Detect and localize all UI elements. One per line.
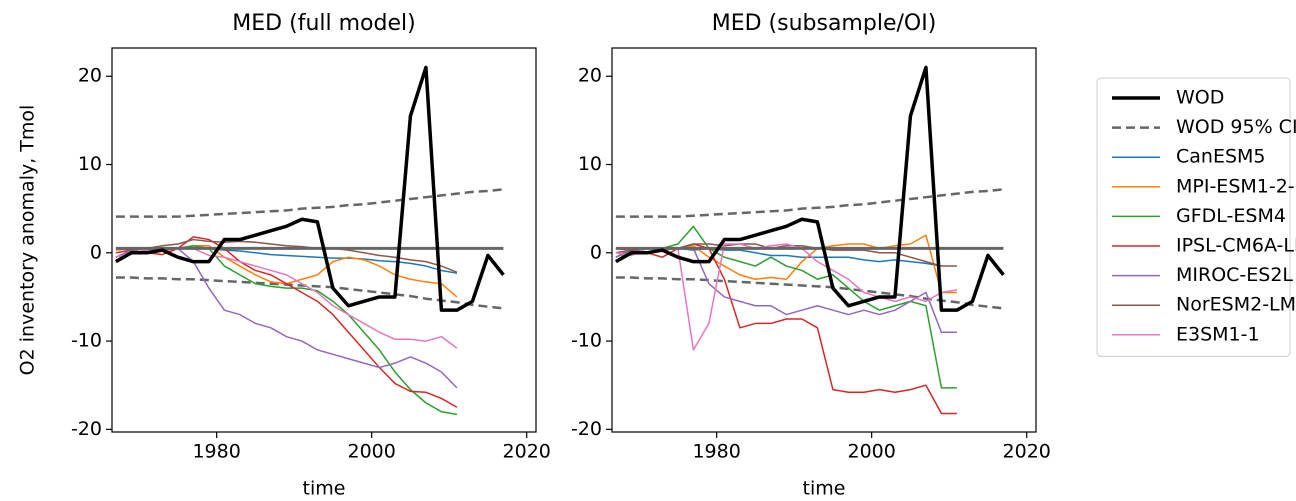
y-tick-label: 20 — [578, 65, 602, 87]
x-tick-label: 1980 — [692, 441, 740, 463]
series-line — [115, 187, 504, 218]
y-tick-label: -20 — [571, 418, 602, 440]
x-tick-label: 2000 — [347, 441, 395, 463]
legend-label: MPI-ESM1-2-LR — [1176, 175, 1296, 197]
x-axis-label: time — [303, 478, 346, 500]
legend-label: WOD 95% CI — [1176, 116, 1296, 138]
legend-label: GFDL-ESM4 — [1176, 205, 1286, 227]
series-line — [615, 187, 1004, 218]
legend-box — [1096, 77, 1291, 357]
legend-label: WOD — [1176, 87, 1224, 109]
y-tick-label: 10 — [78, 153, 102, 175]
y-tick-label: 0 — [90, 241, 102, 263]
x-tick-label: 2000 — [847, 441, 895, 463]
x-tick-label: 2020 — [503, 441, 551, 463]
series-line — [615, 225, 957, 389]
chart-title: MED (subsample/OI) — [712, 11, 937, 36]
plot-frame — [611, 47, 1037, 433]
plot-frame — [111, 47, 537, 433]
series-line — [615, 65, 1005, 312]
series-line — [615, 276, 1004, 310]
x-axis-label: time — [803, 478, 846, 500]
x-tick-label: 2020 — [1003, 441, 1051, 463]
series-line — [115, 65, 505, 312]
series-line — [115, 276, 504, 310]
y-tick-label: 10 — [578, 153, 602, 175]
legend-label: E3SM1-1 — [1176, 323, 1260, 345]
series-line — [615, 243, 957, 415]
x-tick-label: 1980 — [192, 441, 240, 463]
series-line — [115, 238, 458, 273]
y-tick-label: 20 — [78, 65, 102, 87]
y-axis-label: O2 inventory anomaly, Tmol — [17, 105, 39, 376]
y-tick-label: 0 — [590, 241, 602, 263]
series-line — [115, 236, 458, 408]
y-tick-label: -20 — [71, 418, 102, 440]
series-line — [115, 247, 458, 389]
y-tick-label: -10 — [71, 330, 102, 352]
y-tick-label: -10 — [571, 330, 602, 352]
legend-label: NorESM2-LM — [1176, 294, 1296, 316]
legend-label: MIROC-ES2L — [1176, 264, 1293, 286]
series-line — [615, 243, 958, 351]
chart-title: MED (full model) — [232, 11, 415, 36]
legend-label: CanESM5 — [1176, 146, 1266, 168]
legend-label: IPSL-CM6A-LR — [1176, 235, 1296, 257]
